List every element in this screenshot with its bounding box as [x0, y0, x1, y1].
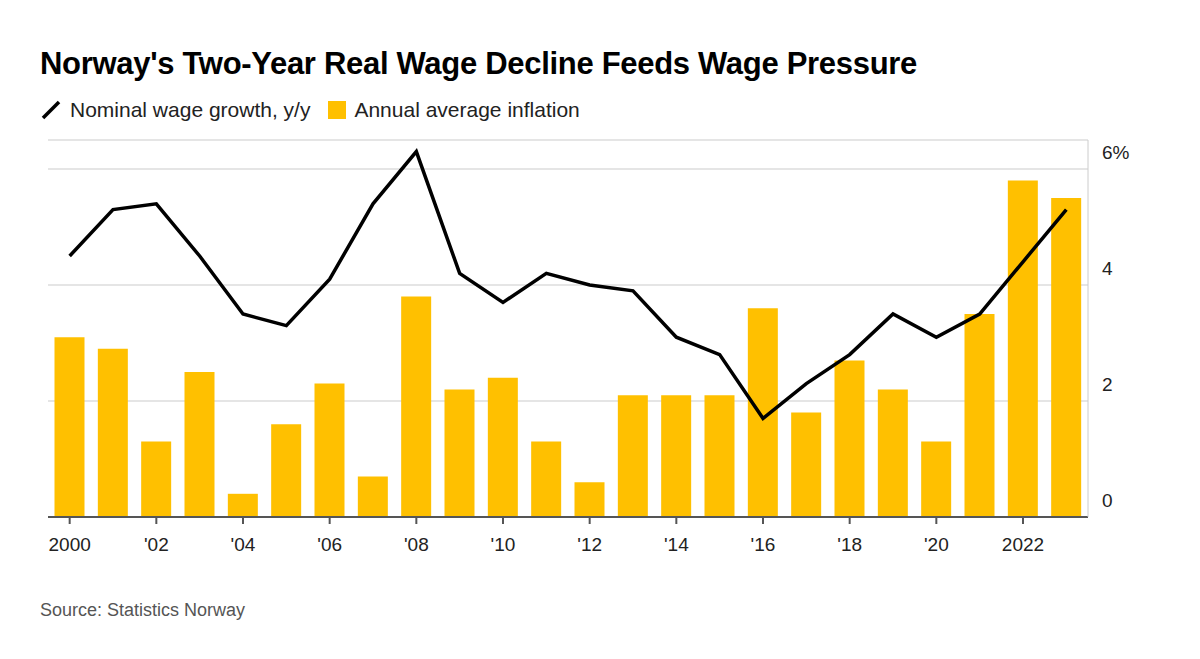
svg-text:'10: '10: [491, 534, 516, 555]
svg-text:'04: '04: [231, 534, 256, 555]
svg-text:6%: 6%: [1102, 142, 1130, 163]
html-text:Nominal wage growth, y/y: Nominal wage growth, y/y: [70, 98, 311, 121]
html-text:Source: Statistics Norway: Source: Statistics Norway: [40, 600, 246, 620]
svg-text:'14: '14: [664, 534, 689, 555]
svg-text:2000: 2000: [49, 534, 91, 555]
html-text:Norway's Two-Year Real Wage De: Norway's Two-Year Real Wage Decline Feed…: [40, 46, 917, 81]
html-text:Annual average inflation: Annual average inflation: [354, 98, 580, 121]
svg-text:4: 4: [1102, 258, 1113, 279]
svg-text:'20: '20: [924, 534, 949, 555]
svg-text:'08: '08: [404, 534, 429, 555]
svg-text:'12: '12: [577, 534, 602, 555]
svg-text:2022: 2022: [1002, 534, 1044, 555]
svg-text:'02: '02: [144, 534, 169, 555]
svg-text:0: 0: [1102, 490, 1113, 511]
svg-text:'18: '18: [837, 534, 862, 555]
svg-text:2: 2: [1102, 374, 1113, 395]
svg-text:'16: '16: [751, 534, 776, 555]
svg-text:'06: '06: [317, 534, 342, 555]
